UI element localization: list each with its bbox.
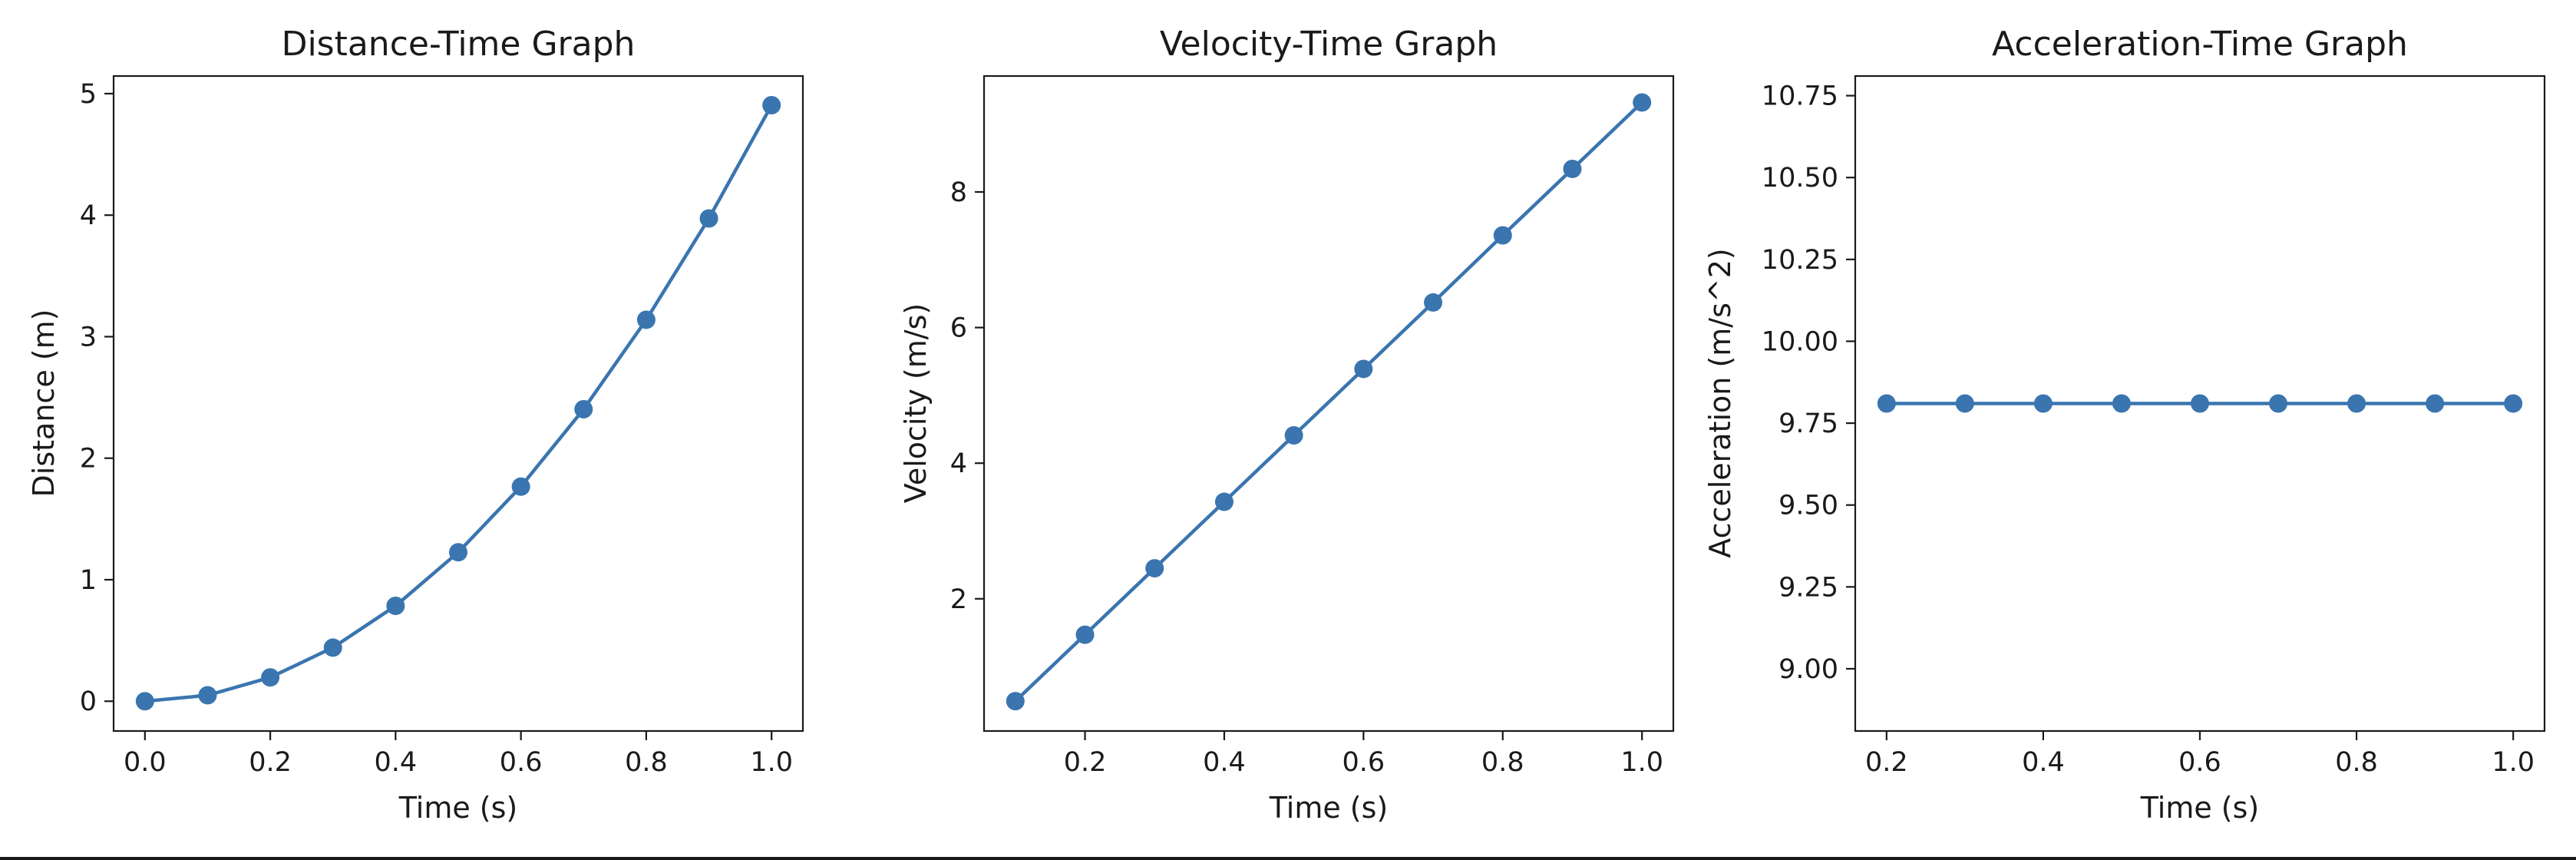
distance-time-ylabel: Distance (m) [27,309,61,498]
acceleration-time-y-tick-label: 9.75 [1778,408,1838,439]
velocity-time-y-ticks: 2 4 6 8 [950,177,984,615]
distance-time-title: Distance-Time Graph [282,25,636,64]
acceleration-time-x-ticks: 0.2 0.4 0.6 0.8 1.0 [1865,731,2535,778]
distance-time-x-tick-label: 0.4 [375,747,418,778]
velocity-time-y-tick-label: 8 [950,177,967,208]
acceleration-time-ylabel: Acceleration (m/s^2) [1703,248,1737,558]
velocity-time-data-point [1354,359,1373,379]
velocity-time-series [1006,93,1652,711]
acceleration-time-y-tick-label: 10.75 [1762,81,1838,112]
acceleration-time-data-point [1877,394,1896,413]
distance-time-data-point [449,543,467,562]
velocity-time-x-ticks: 0.2 0.4 0.6 0.8 1.0 [1064,731,1663,778]
velocity-time-title: Velocity-Time Graph [1160,25,1498,64]
velocity-time-y-tick-label: 4 [950,448,967,479]
acceleration-time-data-point [2504,394,2523,413]
acceleration-time-y-tick-label: 10.50 [1762,163,1838,194]
distance-time-y-ticks: 0 1 2 3 4 5 [80,79,114,717]
distance-time-y-tick-label: 2 [80,444,97,475]
velocity-time-data-point [1145,559,1164,578]
acceleration-time-x-tick-label: 0.2 [1865,747,1908,778]
distance-time-data-point [762,95,781,114]
distance-time-data-point [574,399,593,418]
velocity-time-data-point [1424,293,1443,312]
acceleration-time-x-tick-label: 0.6 [2178,747,2221,778]
velocity-time-data-point [1075,625,1095,644]
acceleration-time-y-tick-label: 10.00 [1762,326,1838,357]
distance-time-x-tick-label: 0.8 [625,747,668,778]
acceleration-time-y-tick-label: 9.00 [1778,654,1838,685]
acceleration-time-x-tick-label: 1.0 [2492,747,2535,778]
distance-time-plot-area [112,74,804,733]
velocity-time-data-point [1563,159,1582,178]
velocity-time-x-tick-label: 1.0 [1620,747,1663,778]
velocity-time-x-tick-label: 0.4 [1203,747,1246,778]
distance-time-y-tick-label: 0 [80,686,97,717]
distance-time-data-point [386,596,405,615]
acceleration-time-title: Acceleration-Time Graph [1992,25,2408,64]
distance-time-x-ticks: 0.0 0.2 0.4 0.6 0.8 1.0 [124,731,793,778]
acceleration-time-data-point [2112,394,2131,413]
velocity-time-x-tick-label: 0.8 [1481,747,1524,778]
distance-time-chart: Distance-Time Graph Time (s) Distance (m… [27,25,804,825]
velocity-time-xlabel: Time (s) [1269,791,1389,825]
distance-time-y-tick-label: 1 [80,565,97,596]
distance-time-y-tick-label: 3 [80,322,97,352]
distance-time-x-tick-label: 0.2 [249,747,292,778]
velocity-time-series-line [1014,101,1643,703]
velocity-time-x-tick-label: 0.2 [1064,747,1107,778]
velocity-time-data-point [1633,93,1652,112]
acceleration-time-data-point [2347,394,2366,413]
distance-time-data-point [636,310,656,329]
acceleration-time-y-ticks: 9.00 9.25 9.50 9.75 10.00 10.25 10.50 10.75 [1762,81,1855,685]
distance-time-y-tick-label: 5 [80,79,97,110]
velocity-time-y-tick-label: 2 [950,584,967,615]
distance-time-data-point [261,668,280,687]
acceleration-time-y-tick-label: 10.25 [1762,245,1838,276]
distance-time-y-tick-label: 4 [80,200,97,231]
acceleration-time-data-point [2269,394,2288,413]
distance-time-xlabel: Time (s) [398,791,518,825]
acceleration-time-data-point [2426,394,2445,413]
distance-time-data-point [323,638,342,657]
acceleration-time-data-point [1955,394,1974,413]
distance-time-data-point [135,692,154,711]
velocity-time-ylabel: Velocity (m/s) [899,303,933,503]
velocity-time-data-point [1006,692,1025,711]
acceleration-time-x-tick-label: 0.8 [2335,747,2378,778]
velocity-time-data-point [1214,492,1234,511]
distance-time-data-point [511,477,530,496]
bottom-border [0,857,2576,860]
velocity-time-chart: Velocity-Time Graph Time (s) Velocity (m… [899,25,1675,825]
distance-time-data-point [198,686,217,705]
distance-time-x-tick-label: 0.0 [124,747,167,778]
distance-time-series [135,95,781,711]
distance-time-x-tick-label: 1.0 [750,747,793,778]
distance-time-data-point [699,209,718,228]
acceleration-time-chart: Acceleration-Time Graph Time (s) Acceler… [1703,25,2546,825]
acceleration-time-data-point [2191,394,2209,413]
acceleration-time-data-point [2033,394,2053,413]
velocity-time-data-point [1493,226,1512,245]
velocity-time-data-point [1284,426,1303,445]
velocity-time-x-tick-label: 0.6 [1342,747,1385,778]
velocity-time-y-tick-label: 6 [950,313,967,344]
acceleration-time-y-tick-label: 9.50 [1778,491,1838,521]
acceleration-time-y-tick-label: 9.25 [1778,572,1838,603]
acceleration-time-xlabel: Time (s) [2140,791,2260,825]
acceleration-time-series [1877,394,2523,413]
acceleration-time-x-tick-label: 0.4 [2022,747,2065,778]
distance-time-x-tick-label: 0.6 [500,747,543,778]
